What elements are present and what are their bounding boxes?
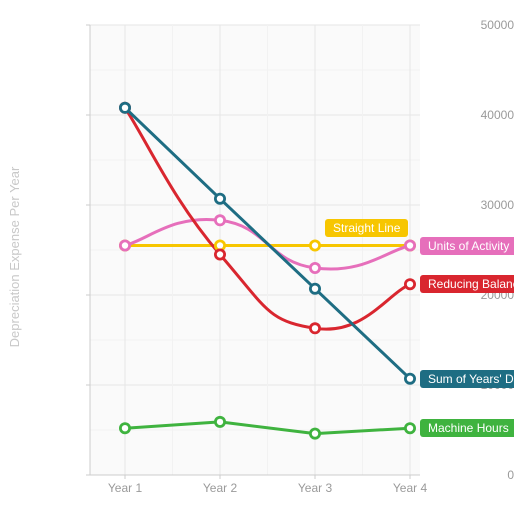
y-tick: 40000 [434,108,514,122]
depreciation-chart: Depreciation Expense Per Year 0100002000… [0,0,514,514]
y-tick: 0 [434,468,514,482]
y-tick: 30000 [434,198,514,212]
series-label: Straight Line [325,219,408,237]
x-tick: Year 1 [108,481,142,495]
x-tick: Year 2 [203,481,237,495]
series-label: Machine Hours [420,419,514,437]
x-tick: Year 3 [298,481,332,495]
x-tick: Year 4 [393,481,427,495]
series-label: Reducing Balance [420,275,514,293]
series-label: Units of Activity [420,237,514,255]
y-tick: 50000 [434,18,514,32]
series-label: Sum of Years' Digits [420,370,514,388]
